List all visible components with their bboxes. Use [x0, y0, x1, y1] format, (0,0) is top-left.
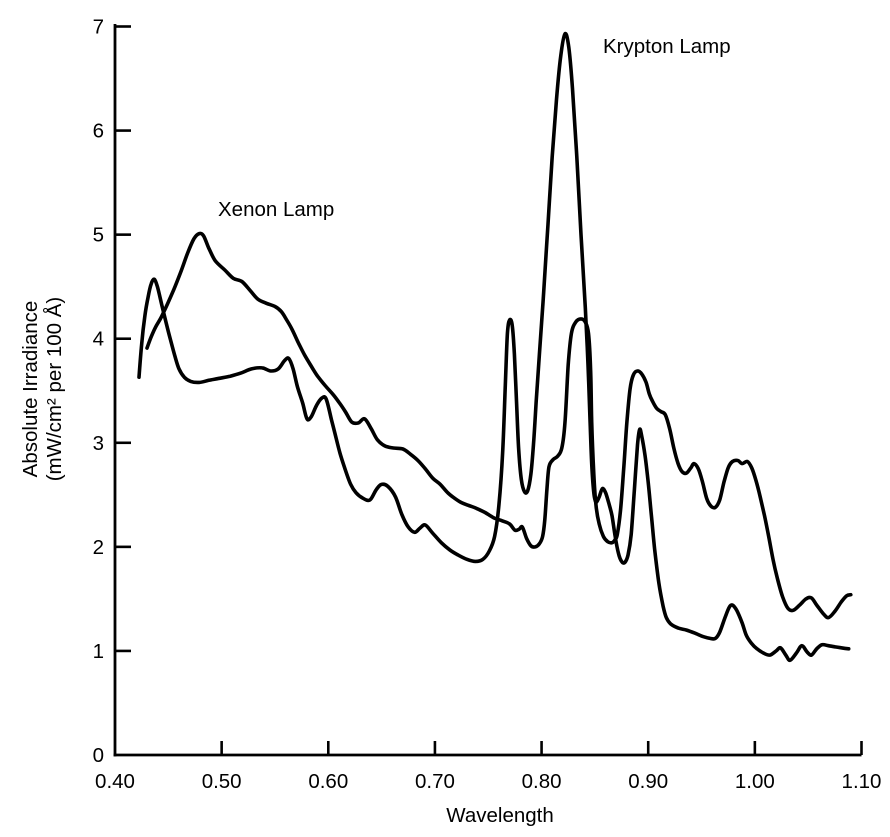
y-tick-label: 5: [93, 224, 104, 247]
x-tick-label: 0.40: [95, 770, 135, 793]
x-tick-label: 1.10: [842, 770, 882, 793]
y-tick-label: 1: [93, 640, 104, 663]
x-tick-label: 0.50: [202, 770, 242, 793]
curves-group: [137, 31, 853, 663]
y-tick-label: 4: [93, 328, 104, 351]
y-tick-label: 0: [93, 744, 104, 767]
x-tick-label: 0.80: [522, 770, 562, 793]
axes-group: 0.40 0.50 0.60 0.70 0.80 0.90 1.00 1.10 0 1 2 3 4 5 6 7: [93, 16, 882, 794]
x-tick-label: 1.00: [735, 770, 775, 793]
curve-xenon-lamp: [145, 231, 853, 620]
y-axis-title-line1: Absolute Irradiance: [19, 301, 42, 478]
x-tick-label: 0.90: [628, 770, 668, 793]
x-axis-title: Wavelength: [446, 804, 554, 827]
y-tick-label: 2: [93, 536, 104, 559]
curve-krypton-lamp: [137, 31, 851, 663]
y-axis-title-line2: (mW/cm² per 100 Å): [43, 297, 66, 482]
x-tick-label: 0.60: [308, 770, 348, 793]
series-label-krypton: Krypton Lamp: [603, 35, 731, 58]
x-tick-label: 0.70: [415, 770, 455, 793]
y-tick-label: 7: [93, 16, 104, 39]
y-tick-label: 6: [93, 120, 104, 143]
series-label-xenon: Xenon Lamp: [218, 198, 334, 221]
y-tick-label: 3: [93, 432, 104, 455]
